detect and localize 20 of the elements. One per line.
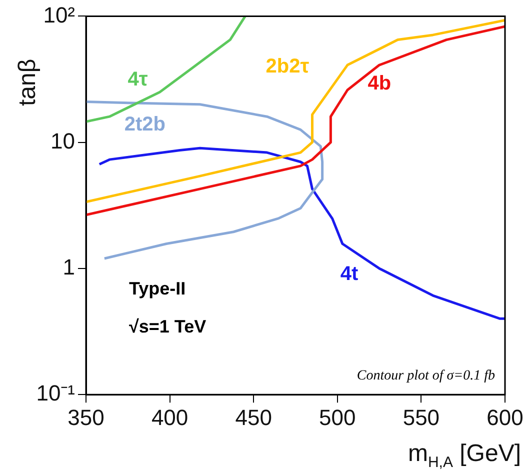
series-label: 4t: [340, 262, 359, 285]
series-label: 2b2τ: [266, 56, 310, 78]
y-tick-label: 10⁻¹: [36, 380, 75, 406]
x-tick-label: 450: [235, 404, 272, 430]
x-tick-label: 400: [151, 404, 188, 430]
x-axis-title: m$_{H,A}$ [GeV]: [408, 440, 521, 471]
annotation: √s=1 TeV: [129, 316, 206, 337]
y-tick-label: 10²: [43, 2, 75, 28]
y-axis-title: tanβ: [14, 58, 42, 106]
annotation: Contour plot of σ=0.1 fb: [356, 368, 495, 384]
x-tick-label: 600: [486, 404, 524, 430]
x-tick-label: 500: [319, 404, 356, 430]
y-tick-label: 1: [62, 254, 75, 280]
annotation: Type-II: [129, 278, 186, 299]
y-tick-label: 10: [50, 128, 75, 154]
series-label: 4b: [368, 72, 392, 95]
x-tick-label: 350: [68, 404, 104, 430]
x-tick-label: 550: [402, 404, 440, 430]
series-label: 2t2b: [124, 114, 166, 136]
series-label: 4τ: [128, 68, 148, 91]
